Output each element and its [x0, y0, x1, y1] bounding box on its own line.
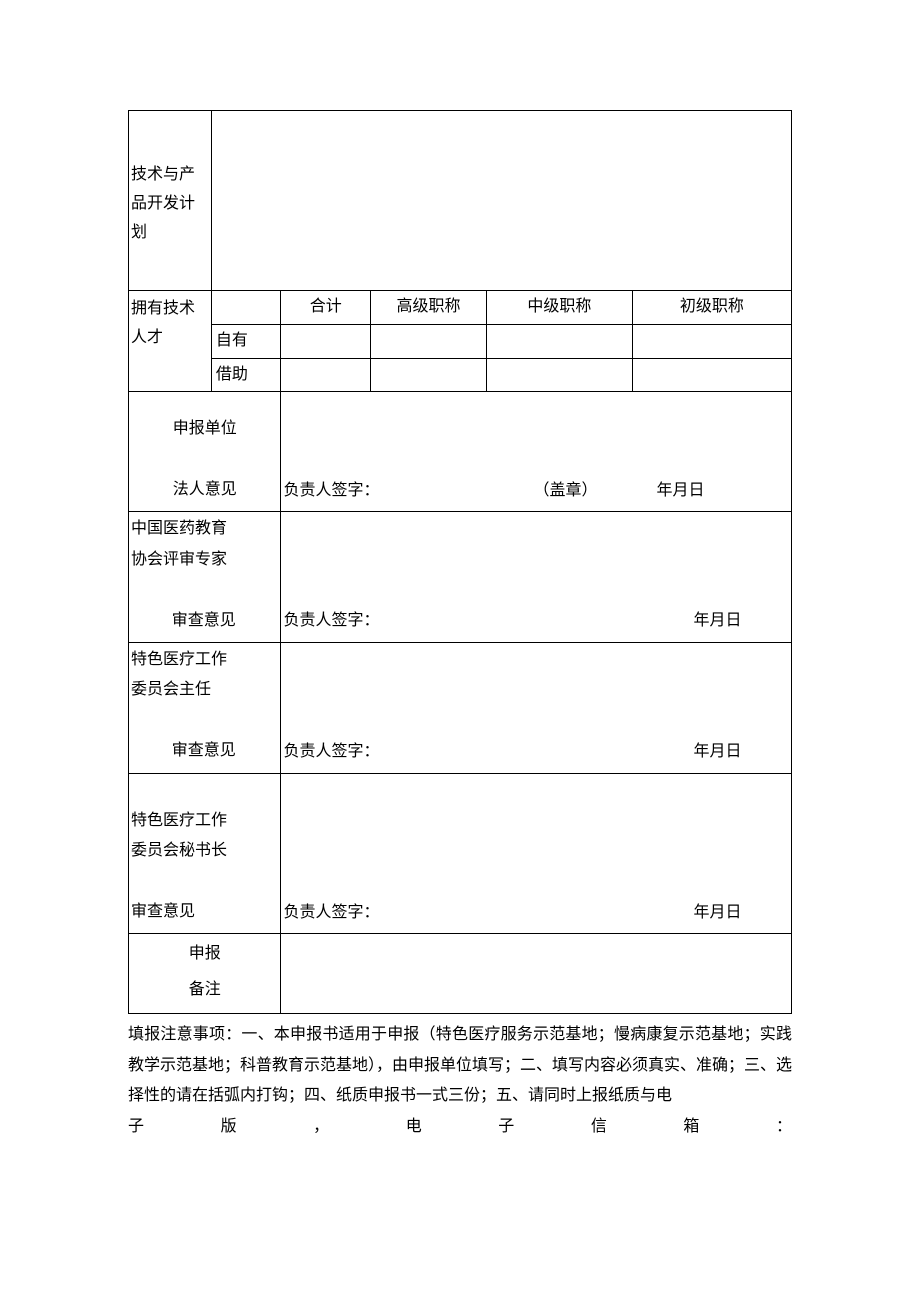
talent-header-row: 拥有技术人才 合计 高级职称 中级职称 初级职称 [129, 291, 792, 325]
talent-label: 拥有技术人才 [129, 291, 212, 392]
talent-own-label: 自有 [211, 324, 281, 358]
opinion1-label-text: 申报单位法人意见 [133, 414, 276, 505]
talent-own-row: 自有 [129, 324, 792, 358]
talent-own-middle[interactable] [487, 324, 633, 358]
opinion4-date: 年月日 [694, 899, 742, 928]
talent-header-total: 合计 [281, 291, 371, 325]
talent-borrow-senior[interactable] [370, 358, 486, 392]
notes-text: 填报注意事项：一、本申报书适用于申报（特色医疗服务示范基地；慢病康复示范基地；实… [128, 1026, 792, 1104]
talent-header-blank [211, 291, 281, 325]
remarks-row: 申报 备注 [129, 934, 792, 1014]
talent-borrow-label: 借助 [211, 358, 281, 392]
tech-plan-label: 技术与产品开发计划 [129, 111, 212, 291]
opinion2-label: 中国医药教育协会评审专家审查意见 [129, 512, 281, 643]
filling-notes: 填报注意事项：一、本申报书适用于申报（特色医疗服务示范基地；慢病康复示范基地；实… [128, 1020, 792, 1142]
opinion2-sign-prefix: 负责人签字： [283, 607, 379, 636]
talent-header-junior: 初级职称 [632, 291, 791, 325]
remarks-label: 申报 备注 [129, 934, 281, 1014]
opinion1-content[interactable]: 负责人签字： （盖章） 年月日 [281, 392, 792, 512]
opinion3-row: 特色医疗工作委员会主任审查意见 负责人签字： 年月日 [129, 642, 792, 773]
talent-header-middle: 中级职称 [487, 291, 633, 325]
opinion1-date: 年月日 [657, 477, 705, 506]
talent-own-senior[interactable] [370, 324, 486, 358]
remarks-content[interactable] [281, 934, 792, 1014]
opinion3-label-text: 特色医疗工作委员会主任审查意见 [131, 645, 276, 767]
opinion1-sign-prefix: 负责人签字： [283, 477, 379, 506]
tech-plan-content[interactable] [211, 111, 791, 291]
opinion2-content[interactable]: 负责人签字： 年月日 [281, 512, 792, 643]
opinion4-row: 特色医疗工作委员会秘书长审查意见 负责人签字： 年月日 [129, 773, 792, 934]
opinion4-sign-prefix: 负责人签字： [283, 899, 379, 928]
opinion4-content[interactable]: 负责人签字： 年月日 [281, 773, 792, 934]
opinion1-label: 申报单位法人意见 [129, 392, 281, 512]
opinion3-sign-prefix: 负责人签字： [283, 738, 379, 767]
opinion4-label: 特色医疗工作委员会秘书长审查意见 [129, 773, 281, 934]
notes-last-line: 子版，电子信箱： [128, 1112, 792, 1142]
opinion3-label: 特色医疗工作委员会主任审查意见 [129, 642, 281, 773]
opinion4-sign-line: 负责人签字： 年月日 [283, 899, 741, 928]
talent-own-junior[interactable] [632, 324, 791, 358]
opinion3-date: 年月日 [694, 738, 742, 767]
remarks-label-text: 申报 备注 [133, 936, 276, 1006]
opinion2-date: 年月日 [694, 607, 742, 636]
opinion1-row: 申报单位法人意见 负责人签字： （盖章） 年月日 [129, 392, 792, 512]
opinion2-row: 中国医药教育协会评审专家审查意见 负责人签字： 年月日 [129, 512, 792, 643]
opinion3-content[interactable]: 负责人签字： 年月日 [281, 642, 792, 773]
talent-label-text: 拥有技术人才 [131, 300, 195, 346]
opinion2-sign-line: 负责人签字： 年月日 [283, 607, 741, 636]
talent-borrow-junior[interactable] [632, 358, 791, 392]
talent-borrow-row: 借助 [129, 358, 792, 392]
opinion1-sign-line: 负责人签字： （盖章） 年月日 [283, 477, 704, 506]
opinion3-sign-line: 负责人签字： 年月日 [283, 738, 741, 767]
opinion2-label-text: 中国医药教育协会评审专家审查意见 [131, 514, 276, 636]
tech-plan-row: 技术与产品开发计划 [129, 111, 792, 291]
opinion1-seal: （盖章） [534, 477, 598, 506]
talent-header-senior: 高级职称 [370, 291, 486, 325]
opinion4-label-text: 特色医疗工作委员会秘书长审查意见 [131, 776, 276, 928]
talent-own-total[interactable] [281, 324, 371, 358]
talent-borrow-middle[interactable] [487, 358, 633, 392]
tech-plan-label-text: 技术与产品开发计划 [131, 166, 195, 241]
talent-borrow-total[interactable] [281, 358, 371, 392]
application-form-table: 技术与产品开发计划 拥有技术人才 合计 高级职称 中级职称 初级职称 自有 借助… [128, 110, 792, 1014]
